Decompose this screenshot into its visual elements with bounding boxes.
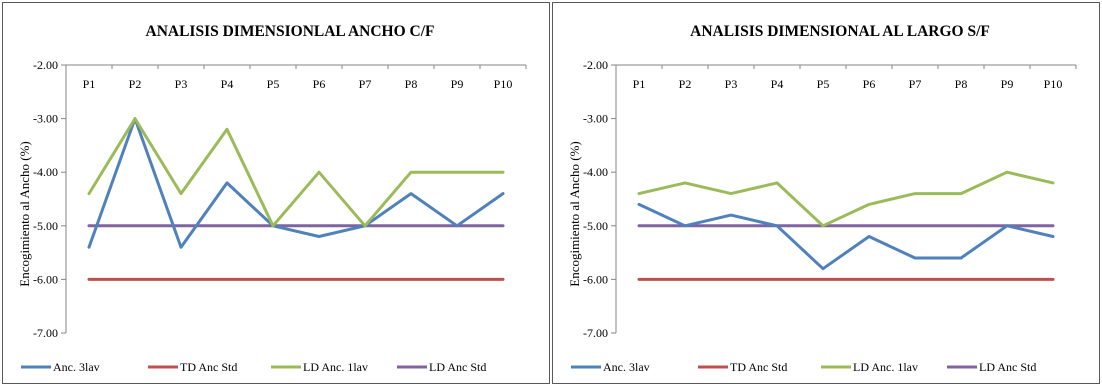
y-tick-label: -5.00: [583, 219, 608, 233]
series-line-anc-3lav: [637, 202, 1055, 271]
y-tick-label: -4.00: [33, 165, 58, 179]
x-tick-label: P6: [863, 77, 876, 91]
y-axis-label: Encogimiento al Ancho (%): [567, 141, 582, 287]
legend-label: LD Anc Std: [429, 360, 486, 374]
x-tick-label: P4: [771, 77, 784, 91]
y-tick-label: -6.00: [33, 272, 58, 286]
legend-label: LD Anc. 1lav: [303, 360, 368, 374]
series-line-ld-anc-1lav: [637, 170, 1055, 228]
x-tick-label: P8: [955, 77, 968, 91]
chart-largo-svg: ANALISIS DIMENSIONAL AL LARGO S/F -2.00 -3…: [567, 23, 1077, 374]
chart-panel-largo: ANALISIS DIMENSIONAL AL LARGO S/F -2.00 -3…: [552, 2, 1100, 384]
x-tick-label: P9: [451, 77, 464, 91]
y-tick-label: -2.00: [583, 58, 608, 72]
x-tick-label: P5: [817, 77, 830, 91]
x-tick-label: P9: [1001, 77, 1014, 91]
chart-ancho-svg: ANALISIS DIMENSIONLAL ANCHO C/F -2.00 -3.0…: [17, 23, 527, 374]
x-tick-label: P2: [129, 77, 142, 91]
legend-label: Anc. 3lav: [53, 360, 100, 374]
series-line-ld-anc-1lav: [87, 117, 505, 228]
x-tick-label: P5: [267, 77, 280, 91]
y-tick-label: -2.00: [33, 58, 58, 72]
y-axis-label: Encogimiento al Ancho (%): [17, 141, 32, 287]
y-tick-label: -3.00: [583, 112, 608, 126]
y-tick-label: -7.00: [33, 326, 58, 340]
x-tick-label: P3: [175, 77, 188, 91]
chart-title: ANALISIS DIMENSIONAL AL LARGO S/F: [690, 23, 990, 40]
x-tick-label: P7: [909, 77, 922, 91]
x-tick-label: P8: [405, 77, 418, 91]
x-tick-label: P3: [725, 77, 738, 91]
chart-panel-ancho: ANALISIS DIMENSIONLAL ANCHO C/F -2.00 -3.0…: [2, 2, 550, 384]
y-tick-label: -7.00: [583, 326, 608, 340]
y-tick-label: -3.00: [33, 112, 58, 126]
legend-label: TD Anc Std: [180, 360, 237, 374]
legend-label: LD Anc. 1lav: [853, 360, 918, 374]
legend-label: TD Anc Std: [730, 360, 787, 374]
x-tick-label: P2: [679, 77, 692, 91]
legend-label: LD Anc Std: [979, 360, 1036, 374]
y-tick-label: -6.00: [583, 272, 608, 286]
legend-label: Anc. 3lav: [603, 360, 650, 374]
x-tick-label: P1: [633, 77, 646, 91]
x-tick-label: P10: [1044, 77, 1063, 91]
x-tick-label: P4: [221, 77, 234, 91]
x-tick-label: P1: [83, 77, 96, 91]
x-tick-label: P6: [313, 77, 326, 91]
x-tick-label: P7: [359, 77, 372, 91]
x-tick-label: P10: [494, 77, 513, 91]
chart-title: ANALISIS DIMENSIONLAL ANCHO C/F: [146, 23, 435, 40]
y-tick-label: -4.00: [583, 165, 608, 179]
series-line-anc-3lav: [87, 117, 505, 249]
y-tick-label: -5.00: [33, 219, 58, 233]
